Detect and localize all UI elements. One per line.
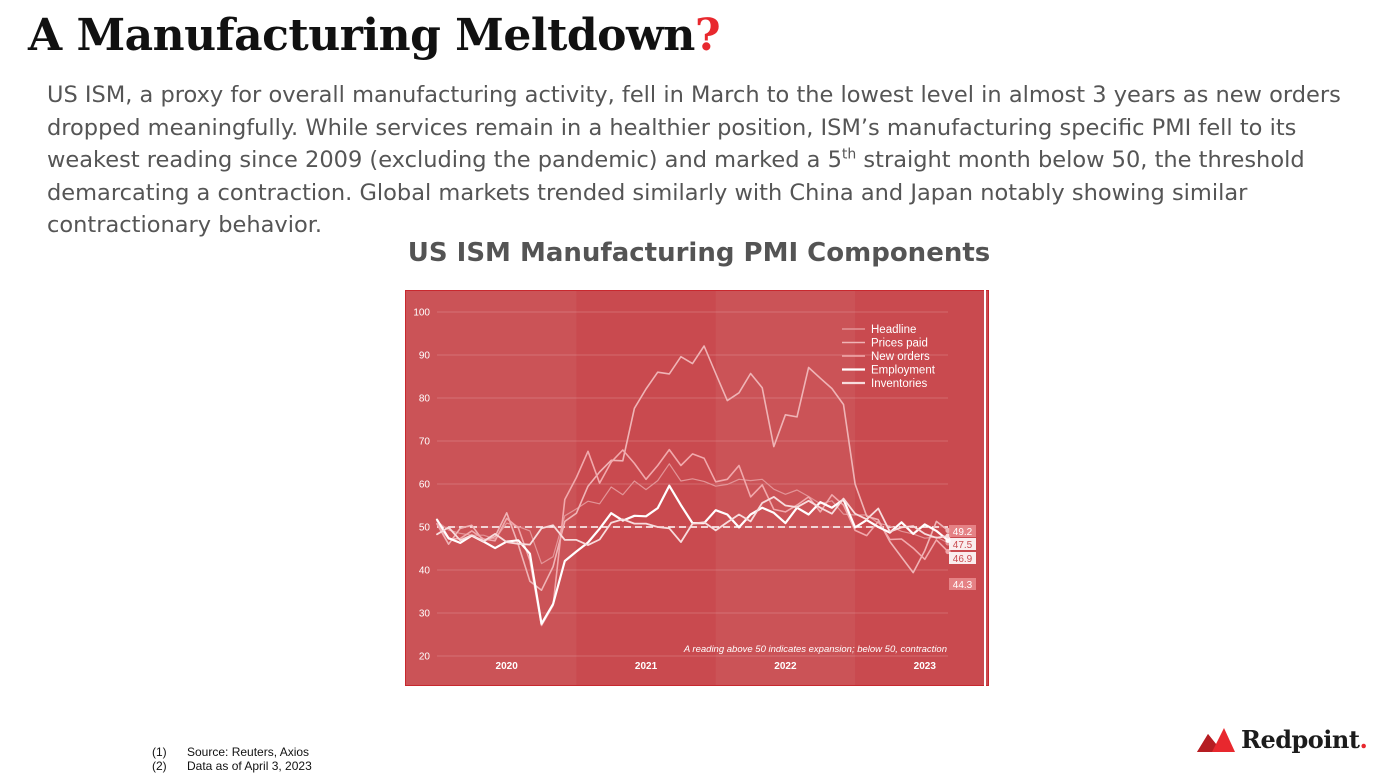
footnotes: (1) Source: Reuters, Axios (2) Data as o… <box>152 745 312 773</box>
end-value-label: 46.9 <box>953 554 973 565</box>
end-label-box <box>949 538 976 550</box>
redpoint-mountain-icon <box>1197 727 1235 752</box>
series-line <box>436 345 949 592</box>
y-tick-label: 60 <box>419 480 431 491</box>
logo-dot: . <box>1359 725 1368 754</box>
chart-heading: US ISM Manufacturing PMI Components <box>407 238 991 268</box>
y-tick-label: 70 <box>419 437 431 448</box>
chart-annotation: A reading above 50 indicates expansion; … <box>683 644 947 655</box>
x-tick-label: 2021 <box>635 661 658 672</box>
pmi-line-chart: 20 30 40 50 60 70 80 90 100 2020 2021 2022 2023 49.2 4… <box>405 290 989 686</box>
chart-container: 20 30 40 50 60 70 80 90 100 2020 2021 2022 2023 49.2 4… <box>405 290 989 686</box>
legend-entry: Headline <box>871 324 916 336</box>
end-value-label: 49.2 <box>953 527 973 538</box>
summary-text-part2: straight month below 50, the threshold d… <box>47 147 1305 238</box>
end-value-label: 47.5 <box>953 540 973 551</box>
y-tick-label: 80 <box>419 394 431 405</box>
summary-text-part1: US ISM, a proxy for overall manufacturin… <box>47 82 1341 173</box>
slide-title: A Manufacturing Meltdown? <box>28 10 721 61</box>
y-tick-label: 40 <box>419 566 431 577</box>
series-line <box>436 463 949 565</box>
footnote-text: Data as of April 3, 2023 <box>187 759 312 773</box>
series-line <box>436 448 949 627</box>
chart-border <box>405 290 989 686</box>
x-tick-label: 2020 <box>496 661 519 672</box>
x-tick-label: 2022 <box>774 661 797 672</box>
footnote-row: (2) Data as of April 3, 2023 <box>152 759 312 773</box>
logo-name: Redpoint <box>1241 725 1360 754</box>
title-main: A Manufacturing Meltdown <box>28 10 695 61</box>
y-tick-label: 90 <box>419 351 431 362</box>
footnote-text: Source: Reuters, Axios <box>187 745 310 759</box>
footnote-number: (2) <box>152 759 167 773</box>
footnote-number: (1) <box>152 745 167 759</box>
y-tick-label: 20 <box>419 652 431 663</box>
summary-superscript: th <box>841 146 857 163</box>
year-band <box>715 290 856 686</box>
logo-wordmark: Redpoint. <box>1241 725 1368 754</box>
end-label-box <box>949 525 976 537</box>
end-label-box <box>949 578 976 590</box>
year-band <box>405 290 577 686</box>
legend-entry: New orders <box>871 351 930 363</box>
end-label-box <box>949 552 976 564</box>
title-question-mark: ? <box>694 10 721 61</box>
legend-entry: Prices paid <box>871 338 928 350</box>
y-tick-label: 30 <box>419 609 431 620</box>
summary-paragraph: US ISM, a proxy for overall manufacturin… <box>47 79 1347 242</box>
footnote-row: (1) Source: Reuters, Axios <box>152 745 312 759</box>
x-tick-label: 2023 <box>914 661 937 672</box>
y-tick-label: 100 <box>413 308 430 319</box>
legend-entry: Employment <box>871 365 936 377</box>
end-value-label: 44.3 <box>953 580 973 591</box>
y-tick-label: 50 <box>419 523 431 534</box>
legend-entry: Inventories <box>871 378 928 390</box>
series-line <box>436 495 949 547</box>
redpoint-logo: Redpoint. <box>1197 725 1368 754</box>
